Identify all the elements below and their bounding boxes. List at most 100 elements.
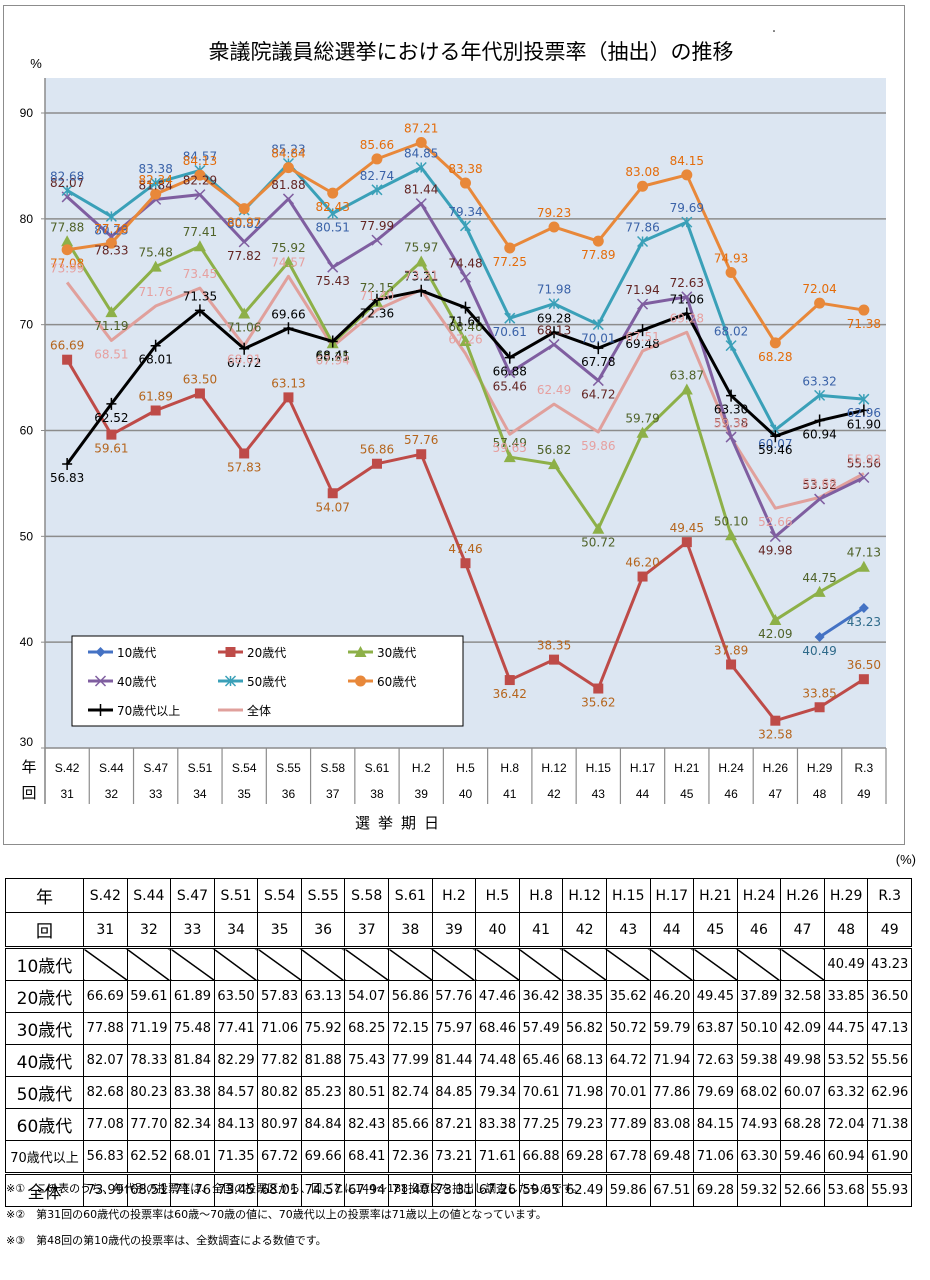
value-cell: 61.90 (867, 1140, 912, 1174)
data-label: 42.09 (758, 627, 792, 641)
value-cell: 74.57 (300, 1172, 346, 1207)
session-cell: 42 (562, 912, 607, 948)
labels-40歳代: 82.07 78.33 81.84 82.29 77.82 81.88 75.43 77.99… (50, 174, 881, 558)
empty-cell (693, 946, 738, 981)
data-label: 75.97 (404, 240, 438, 254)
legend-label: 60歳代 (377, 675, 416, 689)
data-label: 71.19 (94, 319, 128, 333)
data-label: 49.45 (670, 521, 704, 535)
plus-marker (194, 304, 205, 317)
data-label: 61.90 (847, 417, 881, 431)
empty-cell (300, 946, 346, 981)
plus-marker (62, 458, 73, 471)
value-cell: 82.74 (388, 1076, 433, 1109)
legend-label: 50歳代 (247, 675, 286, 689)
table-row: 30歳代 77.88 71.19 75.48 77.41 71.06 75.92 68.25 7… (5, 1012, 912, 1045)
data-label: 60.07 (758, 437, 792, 451)
star-marker (592, 319, 604, 331)
value-cell: 42.09 (780, 1012, 825, 1045)
star-marker (548, 298, 560, 310)
data-label: 67.26 (448, 333, 482, 347)
session-cell: 45 (693, 912, 738, 948)
data-label: 33.85 (802, 686, 836, 700)
plus-marker (283, 322, 294, 335)
value-cell: 68.25 (344, 1012, 390, 1045)
year-cell: S.54 (257, 878, 302, 913)
row-label: 40歳代 (5, 1044, 84, 1077)
triangle-marker (769, 614, 782, 626)
value-cell: 63.32 (823, 1076, 869, 1109)
x-tick-label: S.51 (188, 761, 213, 775)
value-cell: 71.40 (388, 1172, 433, 1207)
legend: 10歳代 20歳代 30歳代 40歳代 50歳代 60歳代 70歳代以上 全体 (71, 635, 464, 727)
value-cell: 70.01 (605, 1076, 651, 1109)
value-cell: 33.85 (823, 980, 869, 1013)
data-label: 55.93 (847, 453, 881, 467)
year-cell: H.17 (649, 878, 695, 913)
x-tick-label: H.15 (586, 761, 612, 775)
value-cell: 84.85 (431, 1076, 477, 1109)
value-cell: 77.82 (257, 1044, 302, 1077)
star-marker (105, 210, 117, 222)
empty-cell (518, 946, 564, 981)
value-cell: 62.52 (126, 1140, 172, 1174)
year-cell: S.47 (170, 878, 215, 913)
x-session-label: 33 (149, 787, 163, 801)
year-cell: H.5 (475, 878, 520, 913)
square-marker (416, 449, 427, 460)
session-cell: 34 (213, 912, 259, 948)
data-label: 52.66 (758, 515, 792, 529)
data-label: 63.32 (802, 374, 836, 388)
value-cell: 67.26 (475, 1172, 520, 1207)
value-cell: 77.86 (649, 1076, 695, 1109)
value-cell: 56.83 (83, 1140, 128, 1174)
value-cell: 64.72 (605, 1044, 651, 1077)
value-cell: 81.44 (431, 1044, 477, 1077)
data-label: 57.83 (227, 460, 261, 474)
value-cell: 75.92 (300, 1012, 346, 1045)
triangle-marker (548, 458, 561, 470)
x-tick-label: H.17 (630, 761, 656, 775)
value-cell: 52.66 (780, 1172, 825, 1207)
data-label: 56.82 (537, 443, 571, 457)
value-cell: 84.57 (213, 1076, 259, 1109)
data-label: 80.51 (316, 220, 350, 234)
value-cell: 53.68 (823, 1172, 869, 1207)
legend-label: 10歳代 (117, 646, 156, 660)
circle-marker (681, 169, 693, 181)
value-cell: 73.31 (431, 1172, 477, 1207)
chart-frame: 衆議院議員総選挙における年代別投票率（抽出）の推移% 30 40 50 60 70 80 90… (3, 5, 905, 845)
data-label: 68.28 (758, 350, 792, 364)
x-marker (637, 298, 649, 310)
data-label: 66.69 (50, 339, 84, 353)
value-cell: 73.45 (213, 1172, 259, 1207)
data-label: 73.99 (50, 261, 84, 275)
plus-marker (858, 404, 869, 417)
star-marker (224, 675, 237, 687)
data-label: 87.21 (404, 122, 438, 136)
data-label: 59.32 (714, 417, 748, 431)
data-label: 56.86 (360, 443, 394, 457)
data-label: 69.28 (537, 311, 571, 325)
value-cell: 84.15 (693, 1108, 738, 1141)
table-header-session-row: 回 31 32 33 34 35 36 37 38 39 40 41 42 43 44 45 46 47 48 49 (5, 912, 912, 948)
table-header-year-row: 年 S.42 S.44 S.47 S.51 S.54 S.55 S.58 S.61 H.2 H.5 H… (5, 878, 912, 913)
value-cell: 40.49 (823, 946, 869, 981)
x-tick-label: H.5 (456, 761, 475, 775)
triangle-marker (725, 529, 738, 541)
session-cell: 46 (736, 912, 782, 948)
value-cell: 67.72 (257, 1140, 302, 1174)
circle-marker (592, 235, 604, 247)
data-label: 59.61 (94, 442, 128, 456)
square-marker (770, 715, 781, 726)
star-marker (459, 220, 472, 232)
value-cell: 69.28 (693, 1172, 738, 1207)
square-marker (327, 488, 338, 499)
data-label: 61.89 (138, 389, 172, 403)
star-marker (327, 207, 339, 219)
labels-60歳代: 77.08 77.70 82.34 84.13 80.97 84.84 82.43 85.66… (50, 122, 881, 364)
turnout-table: 年 S.42 S.44 S.47 S.51 S.54 S.55 S.58 S.61 H.2 H.5 H… (5, 878, 912, 1207)
x-session-label: 40 (459, 787, 473, 801)
circle-marker (105, 237, 117, 249)
data-label: 84.84 (271, 147, 305, 161)
